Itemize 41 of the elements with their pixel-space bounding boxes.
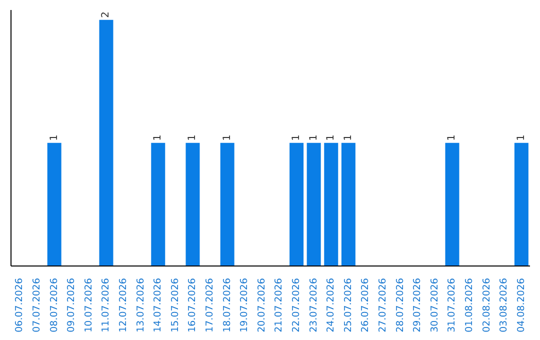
x-tick-label: 10.07.2026	[83, 278, 94, 332]
data-label: 2	[100, 11, 112, 18]
data-label: 1	[152, 134, 164, 141]
data-label: 1	[516, 134, 527, 141]
data-label: 1	[308, 134, 320, 141]
x-tick-label: 23.07.2026	[308, 278, 320, 332]
data-label: 1	[187, 134, 198, 141]
x-tick-label: 21.07.2026	[274, 278, 285, 332]
x-tick-label: 19.07.2026	[239, 278, 250, 332]
data-label: 1	[326, 134, 337, 141]
x-tick-label: 08.07.2026	[48, 278, 60, 332]
data-label: 1	[48, 134, 60, 141]
x-tick-label: 17.07.2026	[204, 278, 216, 332]
data-label: 1	[342, 134, 354, 141]
x-tick-label: 07.07.2026	[31, 278, 42, 332]
x-tick-label: 15.07.2026	[170, 278, 181, 332]
x-tick-label: 18.07.2026	[222, 278, 233, 332]
x-tick-label: 09.07.2026	[66, 278, 78, 332]
x-tick-label: 28.07.2026	[394, 278, 406, 332]
x-tick-label: 22.07.2026	[290, 278, 302, 332]
x-tick-label: 25.07.2026	[342, 278, 354, 332]
x-tick-label: 30.07.2026	[429, 278, 440, 332]
x-tick-label: 02.08.2026	[481, 278, 492, 332]
data-label: 1	[291, 134, 302, 141]
x-tick-label: 26.07.2026	[360, 278, 372, 332]
data-label: 1	[446, 134, 458, 141]
x-tick-label: 16.07.2026	[187, 278, 198, 332]
x-tick-label: 03.08.2026	[498, 278, 510, 332]
x-tick-label: 31.07.2026	[446, 278, 458, 332]
x-tick-label: 12.07.2026	[118, 278, 129, 332]
x-tick-label: 20.07.2026	[256, 278, 268, 332]
x-tick-label: 01.08.2026	[464, 278, 475, 332]
x-tick-label: 11.07.2026	[100, 278, 112, 332]
x-tick-label: 29.07.2026	[412, 278, 424, 332]
x-tick-label: 06.07.2026	[14, 278, 26, 332]
x-tick-label: 24.07.2026	[326, 278, 337, 332]
data-label: 1	[222, 134, 233, 141]
x-tick-label: 04.08.2026	[516, 278, 527, 332]
x-tick-label: 14.07.2026	[152, 278, 164, 332]
x-tick-label: 27.07.2026	[377, 278, 388, 332]
x-tick-label: 13.07.2026	[135, 278, 146, 332]
